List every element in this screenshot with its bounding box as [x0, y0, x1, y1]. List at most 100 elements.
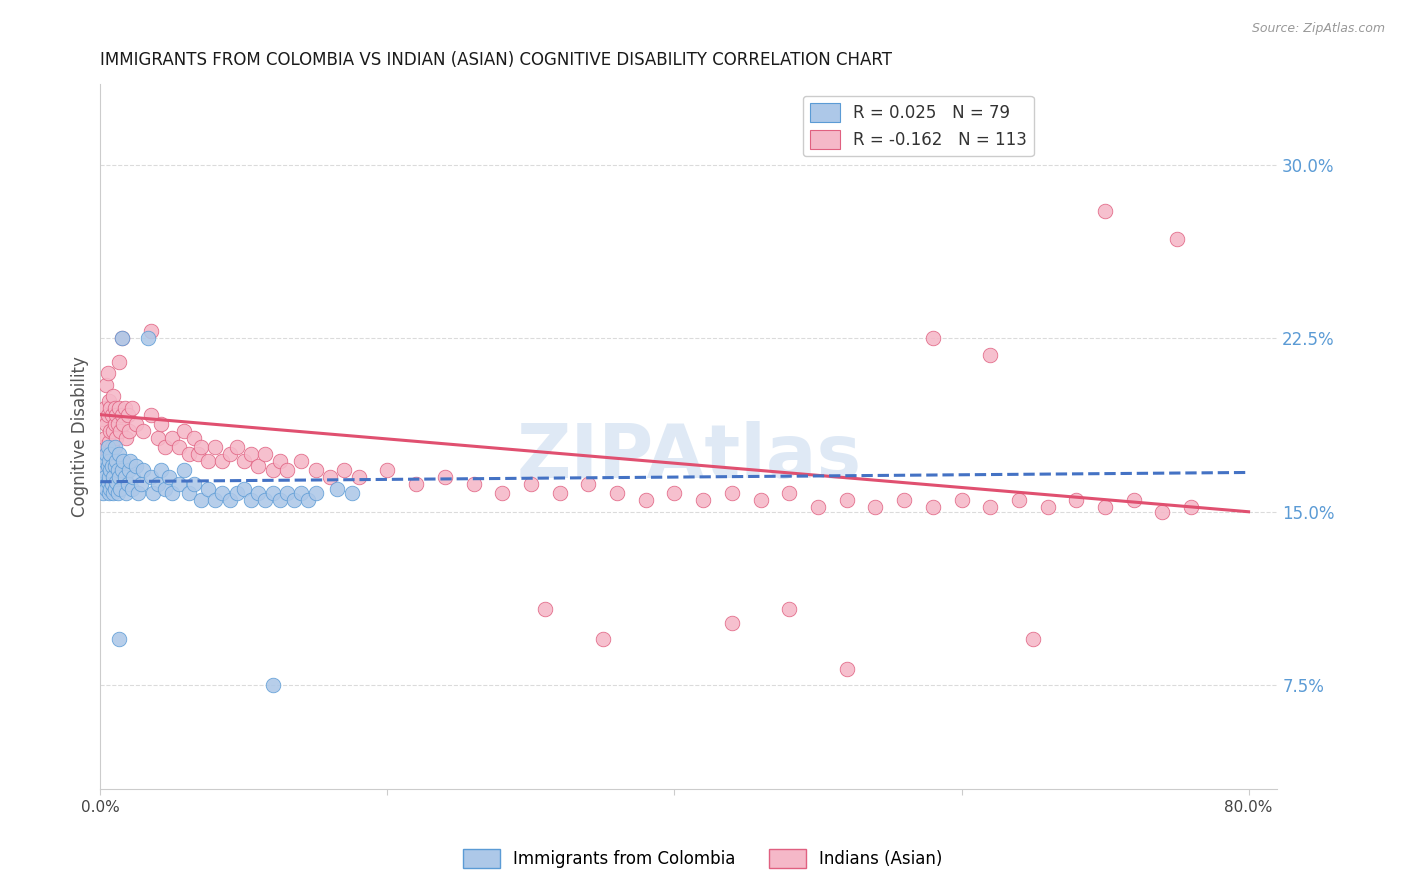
Point	[197, 482, 219, 496]
Point	[103, 389, 125, 403]
Point	[153, 482, 176, 496]
Point	[139, 408, 162, 422]
Point	[204, 493, 226, 508]
Point	[347, 470, 370, 484]
Point	[169, 440, 191, 454]
Point	[121, 482, 143, 496]
Text: ZIPAtlas: ZIPAtlas	[516, 421, 862, 494]
Point	[179, 486, 201, 500]
Point	[104, 401, 127, 415]
Point	[197, 454, 219, 468]
Point	[105, 475, 128, 489]
Point	[132, 424, 155, 438]
Point	[108, 632, 131, 646]
Point	[117, 408, 139, 422]
Point	[1180, 500, 1202, 515]
Point	[262, 463, 284, 477]
Point	[104, 458, 127, 473]
Point	[93, 431, 115, 445]
Point	[153, 440, 176, 454]
Point	[142, 486, 165, 500]
Point	[125, 417, 148, 431]
Point	[592, 632, 614, 646]
Point	[107, 486, 129, 500]
Point	[664, 486, 686, 500]
Point	[97, 470, 120, 484]
Point	[778, 486, 800, 500]
Point	[121, 401, 143, 415]
Point	[1122, 493, 1144, 508]
Text: Source: ZipAtlas.com: Source: ZipAtlas.com	[1251, 22, 1385, 36]
Point	[333, 463, 356, 477]
Point	[692, 493, 714, 508]
Legend: Immigrants from Colombia, Indians (Asian): Immigrants from Colombia, Indians (Asian…	[457, 842, 949, 875]
Point	[204, 440, 226, 454]
Point	[491, 486, 513, 500]
Point	[534, 602, 557, 616]
Point	[94, 377, 117, 392]
Point	[146, 431, 169, 445]
Point	[173, 463, 195, 477]
Point	[211, 454, 233, 468]
Point	[893, 493, 915, 508]
Point	[94, 482, 117, 496]
Point	[105, 454, 128, 468]
Point	[100, 482, 122, 496]
Point	[114, 401, 136, 415]
Point	[232, 482, 254, 496]
Point	[100, 463, 122, 477]
Point	[103, 424, 125, 438]
Point	[101, 408, 124, 422]
Point	[118, 463, 141, 477]
Point	[146, 477, 169, 491]
Point	[520, 477, 543, 491]
Point	[136, 331, 159, 345]
Point	[101, 458, 124, 473]
Point	[269, 454, 291, 468]
Point	[96, 447, 118, 461]
Point	[187, 447, 209, 461]
Point	[979, 500, 1001, 515]
Point	[283, 493, 305, 508]
Point	[276, 463, 298, 477]
Point	[107, 417, 129, 431]
Point	[96, 440, 118, 454]
Point	[190, 493, 212, 508]
Point	[326, 482, 349, 496]
Point	[108, 354, 131, 368]
Point	[115, 431, 138, 445]
Point	[104, 440, 127, 454]
Point	[96, 458, 118, 473]
Point	[169, 477, 191, 491]
Point	[290, 486, 312, 500]
Point	[225, 486, 247, 500]
Point	[778, 602, 800, 616]
Point	[247, 486, 270, 500]
Point	[91, 463, 114, 477]
Point	[183, 477, 205, 491]
Y-axis label: Cognitive Disability: Cognitive Disability	[72, 356, 89, 517]
Point	[91, 440, 114, 454]
Point	[91, 412, 114, 426]
Point	[979, 348, 1001, 362]
Point	[1066, 493, 1088, 508]
Point	[97, 393, 120, 408]
Point	[149, 417, 172, 431]
Point	[111, 408, 134, 422]
Point	[96, 475, 118, 489]
Point	[1036, 500, 1059, 515]
Point	[111, 463, 134, 477]
Point	[865, 500, 887, 515]
Point	[749, 493, 772, 508]
Point	[100, 424, 122, 438]
Point	[112, 454, 135, 468]
Point	[111, 331, 134, 345]
Point	[114, 470, 136, 484]
Point	[807, 500, 830, 515]
Point	[111, 331, 134, 345]
Legend: R = 0.025   N = 79, R = -0.162   N = 113: R = 0.025 N = 79, R = -0.162 N = 113	[803, 96, 1033, 156]
Point	[110, 482, 132, 496]
Point	[100, 401, 122, 415]
Point	[254, 493, 277, 508]
Point	[297, 493, 319, 508]
